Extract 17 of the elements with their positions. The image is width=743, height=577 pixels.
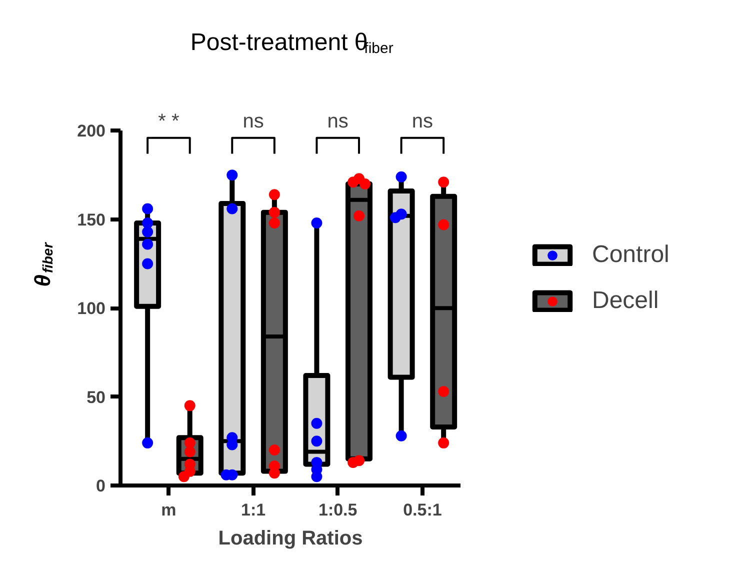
- annotation: ns: [242, 110, 264, 132]
- y-tick-label: 150: [77, 210, 106, 230]
- y-tick-label: 50: [86, 388, 106, 407]
- x-axis-title: Loading Ratios: [218, 528, 363, 550]
- y-axis-title: θfiber: [30, 241, 56, 287]
- y-tick-label: 0: [96, 476, 106, 496]
- x-tick-label: 1:0.5: [318, 500, 358, 520]
- annotation: ns: [412, 110, 434, 132]
- x-tick-label: 0.5:1: [403, 500, 442, 520]
- legend-label: Control: [592, 241, 670, 269]
- y-tick-label: 200: [77, 122, 106, 141]
- x-tick-label: 1:1: [241, 500, 266, 520]
- annotation: * *: [158, 110, 180, 132]
- annotation: ns: [327, 110, 348, 132]
- legend-label: Decell: [592, 287, 659, 315]
- y-tick-label: 100: [77, 299, 106, 318]
- x-tick-label: m: [161, 500, 176, 520]
